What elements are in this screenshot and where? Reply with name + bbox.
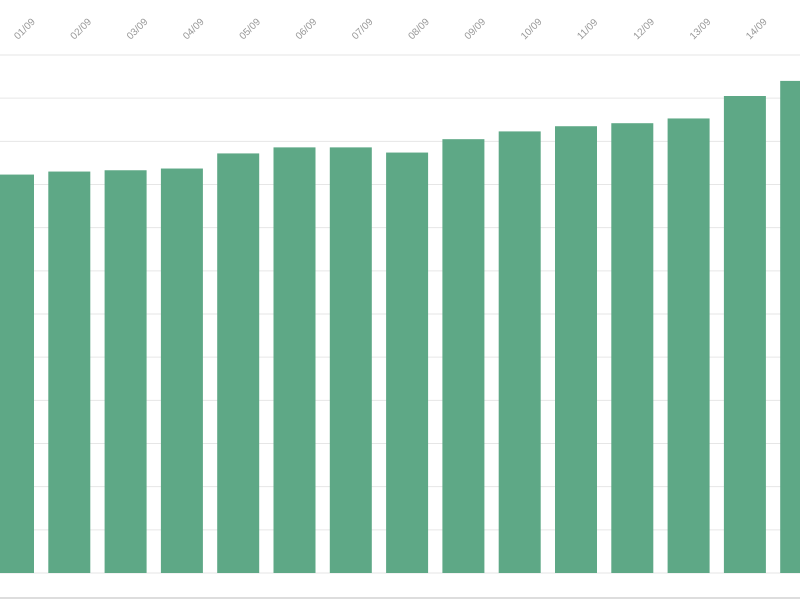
x-tick-label: 10/09 [519,16,545,42]
x-tick-label: 04/09 [181,16,207,42]
x-tick-label: 14/09 [744,16,770,42]
bar [48,171,91,574]
x-tick-label: 11/09 [575,17,600,42]
x-tick-label: 09/09 [463,16,489,42]
bar [723,96,766,573]
bar [555,126,597,573]
x-tick-label: 08/09 [406,16,432,42]
bar [611,123,654,573]
bar [217,153,260,574]
x-tick-label: 03/09 [125,16,151,42]
x-tick-label: 07/09 [350,16,376,42]
x-tick-label: 01/09 [12,16,38,42]
bar [498,131,541,573]
bar [273,147,316,574]
bar [780,80,800,574]
bar [104,170,147,573]
bar [442,139,485,574]
bar [160,168,203,574]
bar [667,118,710,573]
x-tick-label: 06/09 [294,16,320,42]
x-tick-label: 02/09 [69,16,95,42]
bar [329,147,372,574]
x-tick-label: 05/09 [238,16,264,42]
x-tick-label: 13/09 [688,16,714,42]
bar [0,174,34,574]
bar [386,152,429,573]
x-tick-label: 12/09 [632,16,658,42]
